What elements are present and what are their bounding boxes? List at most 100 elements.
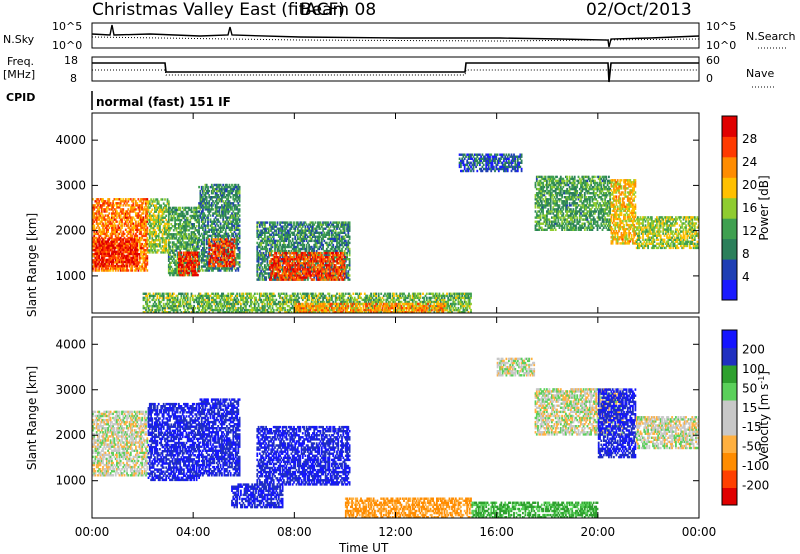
power-region-13 (610, 179, 637, 245)
noise-right-label: N.Search (746, 30, 796, 43)
freq-right-tick-bottom: 0 (706, 72, 713, 85)
freq-right-tick-top: 60 (706, 54, 720, 67)
noise-left-label: N.Sky (3, 33, 35, 46)
velocity-colorbar-swatch-4 (722, 417, 737, 436)
power-colorbar-swatch-4 (722, 197, 737, 219)
velocity-region-9 (597, 388, 637, 459)
velocity-region-6 (471, 501, 599, 518)
power-region-4 (178, 251, 200, 277)
noise-left-tick-top: 10^5 (52, 20, 82, 33)
xtick-label-4: 16:00 (479, 525, 514, 539)
power-ytick-label-2: 3000 (55, 178, 86, 192)
power-region-6 (208, 238, 236, 268)
velocity-colorbar-tick-0: -200 (742, 479, 769, 493)
xtick-label-6: 00:00 (682, 525, 717, 539)
freq-left-tick-bottom: 8 (70, 72, 77, 85)
power-colorbar-swatch-0 (722, 279, 737, 301)
noise-right-tick-bottom: 10^0 (706, 39, 736, 52)
noise-sky-trace (91, 24, 700, 48)
power-colorbar-label: Power [dB] (757, 175, 771, 240)
cpid-label: CPID (6, 91, 35, 104)
noise-left-tick-bottom: 10^0 (52, 39, 82, 52)
date-label: 02/Oct/2013 (586, 0, 692, 20)
beam-label: Beam 08 (300, 0, 376, 20)
power-region-1 (94, 238, 139, 268)
velocity-colorbar-tick-4: 15 (742, 401, 757, 415)
power-ytick-label-0: 1000 (55, 269, 86, 283)
freq-left-tick-top: 18 (64, 54, 78, 67)
velocity-colorbar-swatch-2 (722, 452, 737, 471)
power-colorbar-frame (721, 115, 738, 301)
velocity-region-0 (92, 410, 149, 477)
velocity-region-1 (147, 402, 200, 482)
freq-panel-frame (91, 56, 700, 82)
velocity-cells (92, 357, 699, 518)
power-colorbar: 4 8 12 16 20 24 28 (721, 115, 757, 301)
nave-trace (92, 69, 699, 76)
power-region-9 (142, 292, 472, 313)
velocity-region-5 (344, 497, 472, 518)
velocity-region-2 (198, 398, 241, 477)
power-panel: 1000 2000 3000 4000 (55, 112, 700, 314)
velocity-colorbar-swatch-3 (722, 435, 737, 453)
power-colorbar-swatch-3 (722, 218, 737, 240)
power-colorbar-tick-1: 8 (742, 247, 750, 261)
velocity-ytick-label-3: 4000 (55, 337, 86, 351)
velocity-colorbar-label: Velocity [m s-1] (757, 371, 772, 461)
xtick-label-5: 20:00 (581, 525, 616, 539)
power-cells (92, 153, 699, 313)
velocity-colorbar-tick-5: 50 (742, 381, 757, 395)
velocity-colorbar-swatch-8 (722, 347, 737, 366)
velocity-colorbar-swatch-9 (722, 330, 737, 348)
power-colorbar-swatch-6 (722, 156, 737, 178)
velocity-y-axis-label: Slant Range [km] (25, 366, 39, 470)
power-colorbar-tick-5: 24 (742, 155, 757, 169)
power-region-2 (147, 198, 170, 254)
freq-right-label: Nave (746, 67, 774, 80)
velocity-region-7 (496, 357, 536, 377)
velocity-colorbar-swatch-6 (722, 382, 737, 401)
power-region-12 (534, 175, 611, 231)
freq-trace (92, 62, 699, 83)
power-colorbar-tick-3: 16 (742, 201, 757, 215)
station-title: Christmas Valley East (fitACF) (92, 0, 345, 20)
velocity-panel: 1000 2000 3000 4000 00:00 04:00 08:00 12:00 16:0… (55, 316, 717, 539)
velocity-colorbar-tick-6: 100 (742, 362, 765, 376)
velocity-region-3 (256, 425, 351, 486)
power-colorbar-swatch-2 (722, 238, 737, 260)
noise-panel-frame (91, 22, 700, 49)
power-colorbar-tick-4: 20 (742, 178, 757, 192)
velocity-colorbar: -200 -100 -50 -15 15 50 100 200 (721, 329, 769, 506)
velocity-colorbar-tick-1: -100 (742, 459, 769, 473)
xtick-label-3: 12:00 (378, 525, 413, 539)
power-colorbar-tick-0: 4 (742, 270, 750, 284)
power-region-11 (458, 153, 523, 173)
velocity-region-4 (231, 483, 284, 509)
power-colorbar-tick-2: 12 (742, 224, 757, 238)
velocity-region-10 (635, 416, 699, 450)
velocity-colorbar-swatch-5 (722, 400, 737, 418)
xtick-label-2: 08:00 (277, 525, 312, 539)
x-axis-label: Time UT (338, 541, 389, 554)
power-ytick-label-3: 4000 (55, 133, 86, 147)
velocity-colorbar-frame (721, 329, 738, 506)
power-colorbar-swatch-8 (722, 116, 737, 137)
power-colorbar-swatch-5 (722, 177, 737, 199)
velocity-colorbar-tick-2: -50 (742, 440, 762, 454)
velocity-colorbar-tick-3: -15 (742, 420, 762, 434)
power-ytick-label-1: 2000 (55, 224, 86, 238)
power-y-axis-label: Slant Range [km] (25, 213, 39, 317)
cpid-value: normal (fast) 151 IF (96, 95, 231, 109)
noise-search-trace (91, 36, 700, 42)
power-region-14 (635, 216, 699, 250)
freq-label-line2: [MHz] (3, 68, 35, 81)
freq-label-line1: Freq. (7, 55, 34, 68)
velocity-ytick-label-0: 1000 (55, 474, 86, 488)
velocity-ytick-label-1: 2000 (55, 428, 86, 442)
power-region-8 (269, 251, 346, 281)
velocity-colorbar-swatch-7 (722, 365, 737, 383)
noise-right-tick-top: 10^5 (706, 20, 736, 33)
velocity-colorbar-tick-7: 200 (742, 342, 765, 356)
velocity-colorbar-swatch-1 (722, 470, 737, 488)
xtick-label-1: 04:00 (176, 525, 211, 539)
